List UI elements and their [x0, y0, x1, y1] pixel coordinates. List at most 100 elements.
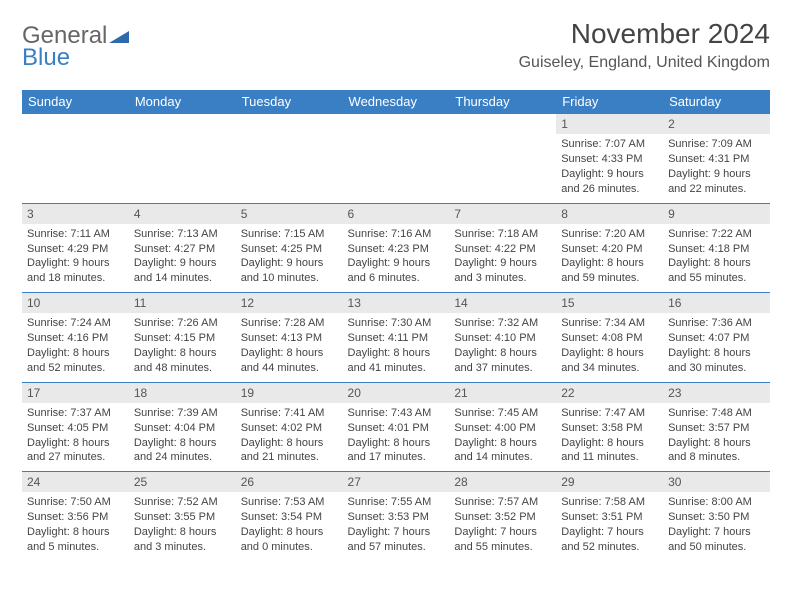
sunset-text: Sunset: 4:22 PM: [454, 242, 551, 257]
daylight-text-2: and 22 minutes.: [668, 182, 765, 197]
logo: General Blue: [22, 18, 129, 70]
sunrise-text: Sunrise: 7:48 AM: [668, 406, 765, 421]
daylight-text-2: and 41 minutes.: [348, 361, 445, 376]
day-detail-cell: Sunrise: 7:15 AMSunset: 4:25 PMDaylight:…: [236, 224, 343, 293]
sunset-text: Sunset: 4:25 PM: [241, 242, 338, 257]
daylight-text-2: and 11 minutes.: [561, 450, 658, 465]
sunset-text: Sunset: 4:02 PM: [241, 421, 338, 436]
logo-triangle-icon: [109, 24, 129, 48]
day-detail-row: Sunrise: 7:11 AMSunset: 4:29 PMDaylight:…: [22, 224, 770, 293]
daylight-text-2: and 57 minutes.: [348, 540, 445, 555]
daylight-text-1: Daylight: 9 hours: [134, 256, 231, 271]
weekday-header-row: Sunday Monday Tuesday Wednesday Thursday…: [22, 90, 770, 114]
sunrise-text: Sunrise: 7:11 AM: [27, 227, 124, 242]
day-number-cell: [236, 114, 343, 135]
daylight-text-2: and 18 minutes.: [27, 271, 124, 286]
day-number-cell: 10: [22, 293, 129, 314]
daylight-text-1: Daylight: 9 hours: [454, 256, 551, 271]
day-number-cell: 8: [556, 203, 663, 224]
daylight-text-1: Daylight: 8 hours: [134, 436, 231, 451]
day-number-cell: 24: [22, 472, 129, 493]
day-detail-cell: Sunrise: 7:45 AMSunset: 4:00 PMDaylight:…: [449, 403, 556, 472]
daylight-text-2: and 3 minutes.: [134, 540, 231, 555]
day-number-cell: 15: [556, 293, 663, 314]
daylight-text-2: and 26 minutes.: [561, 182, 658, 197]
daylight-text-1: Daylight: 8 hours: [348, 346, 445, 361]
daylight-text-2: and 0 minutes.: [241, 540, 338, 555]
sunrise-text: Sunrise: 7:43 AM: [348, 406, 445, 421]
day-detail-cell: [129, 134, 236, 203]
sunrise-text: Sunrise: 7:22 AM: [668, 227, 765, 242]
daylight-text-2: and 52 minutes.: [561, 540, 658, 555]
sunset-text: Sunset: 4:00 PM: [454, 421, 551, 436]
daylight-text-1: Daylight: 8 hours: [668, 256, 765, 271]
daylight-text-2: and 50 minutes.: [668, 540, 765, 555]
day-number-cell: [129, 114, 236, 135]
day-number-cell: 7: [449, 203, 556, 224]
daylight-text-1: Daylight: 7 hours: [668, 525, 765, 540]
daylight-text-2: and 5 minutes.: [27, 540, 124, 555]
day-number-cell: 5: [236, 203, 343, 224]
daylight-text-2: and 59 minutes.: [561, 271, 658, 286]
day-detail-cell: Sunrise: 7:30 AMSunset: 4:11 PMDaylight:…: [343, 313, 450, 382]
day-detail-cell: Sunrise: 7:13 AMSunset: 4:27 PMDaylight:…: [129, 224, 236, 293]
sunset-text: Sunset: 4:23 PM: [348, 242, 445, 257]
day-detail-row: Sunrise: 7:24 AMSunset: 4:16 PMDaylight:…: [22, 313, 770, 382]
day-number-row: 12: [22, 114, 770, 135]
daylight-text-1: Daylight: 8 hours: [241, 346, 338, 361]
sunset-text: Sunset: 4:33 PM: [561, 152, 658, 167]
day-detail-cell: [343, 134, 450, 203]
sunrise-text: Sunrise: 7:50 AM: [27, 495, 124, 510]
sunset-text: Sunset: 3:51 PM: [561, 510, 658, 525]
day-number-cell: 19: [236, 382, 343, 403]
sunset-text: Sunset: 3:52 PM: [454, 510, 551, 525]
daylight-text-1: Daylight: 8 hours: [134, 346, 231, 361]
daylight-text-1: Daylight: 8 hours: [241, 436, 338, 451]
sunset-text: Sunset: 4:04 PM: [134, 421, 231, 436]
day-number-cell: 29: [556, 472, 663, 493]
sunrise-text: Sunrise: 7:45 AM: [454, 406, 551, 421]
daylight-text-2: and 17 minutes.: [348, 450, 445, 465]
sunrise-text: Sunrise: 7:32 AM: [454, 316, 551, 331]
logo-text-blue: Blue: [22, 46, 129, 70]
day-detail-row: Sunrise: 7:37 AMSunset: 4:05 PMDaylight:…: [22, 403, 770, 472]
day-detail-cell: Sunrise: 7:09 AMSunset: 4:31 PMDaylight:…: [663, 134, 770, 203]
sunset-text: Sunset: 4:05 PM: [27, 421, 124, 436]
day-number-row: 17181920212223: [22, 382, 770, 403]
daylight-text-1: Daylight: 9 hours: [348, 256, 445, 271]
day-detail-cell: Sunrise: 7:24 AMSunset: 4:16 PMDaylight:…: [22, 313, 129, 382]
sunset-text: Sunset: 3:55 PM: [134, 510, 231, 525]
day-number-cell: 20: [343, 382, 450, 403]
day-number-cell: 17: [22, 382, 129, 403]
day-number-cell: 30: [663, 472, 770, 493]
day-number-cell: [22, 114, 129, 135]
month-title: November 2024: [519, 18, 770, 50]
day-number-cell: 28: [449, 472, 556, 493]
sunrise-text: Sunrise: 7:58 AM: [561, 495, 658, 510]
daylight-text-2: and 21 minutes.: [241, 450, 338, 465]
daylight-text-1: Daylight: 8 hours: [668, 346, 765, 361]
sunrise-text: Sunrise: 7:39 AM: [134, 406, 231, 421]
daylight-text-1: Daylight: 8 hours: [454, 436, 551, 451]
daylight-text-1: Daylight: 8 hours: [561, 256, 658, 271]
day-number-cell: 25: [129, 472, 236, 493]
day-number-cell: 6: [343, 203, 450, 224]
daylight-text-1: Daylight: 9 hours: [27, 256, 124, 271]
day-detail-cell: Sunrise: 7:37 AMSunset: 4:05 PMDaylight:…: [22, 403, 129, 472]
day-detail-cell: Sunrise: 7:26 AMSunset: 4:15 PMDaylight:…: [129, 313, 236, 382]
daylight-text-1: Daylight: 9 hours: [561, 167, 658, 182]
day-number-cell: 4: [129, 203, 236, 224]
sunset-text: Sunset: 3:53 PM: [348, 510, 445, 525]
day-number-cell: 13: [343, 293, 450, 314]
day-number-cell: [449, 114, 556, 135]
sunrise-text: Sunrise: 7:07 AM: [561, 137, 658, 152]
sunrise-text: Sunrise: 7:24 AM: [27, 316, 124, 331]
logo-text: General Blue: [22, 24, 129, 70]
sunrise-text: Sunrise: 7:26 AM: [134, 316, 231, 331]
sunset-text: Sunset: 4:08 PM: [561, 331, 658, 346]
daylight-text-2: and 34 minutes.: [561, 361, 658, 376]
day-detail-cell: Sunrise: 7:32 AMSunset: 4:10 PMDaylight:…: [449, 313, 556, 382]
day-detail-cell: Sunrise: 7:52 AMSunset: 3:55 PMDaylight:…: [129, 492, 236, 560]
day-number-cell: 27: [343, 472, 450, 493]
day-number-cell: 22: [556, 382, 663, 403]
